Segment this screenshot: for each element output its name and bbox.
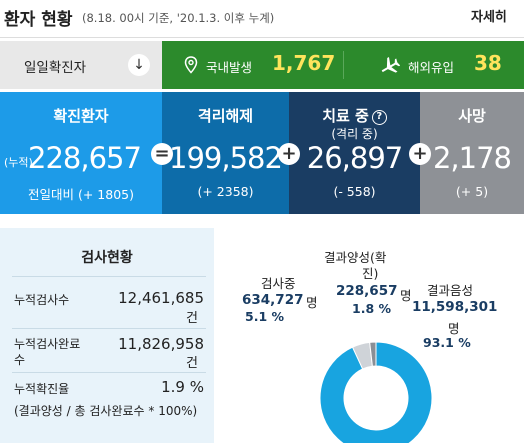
released-title: 격리해제: [197, 107, 254, 125]
treatment-subtitle: (격리 중): [331, 127, 378, 141]
pie-testing-label: 검사중: [261, 276, 296, 291]
pie-testing-value: 634,727: [242, 292, 304, 308]
deaths-delta: (+ 5): [455, 184, 489, 199]
daily-label: 일일확진자: [24, 60, 87, 76]
pie-positive-label-1: 결과양성(확: [324, 250, 387, 265]
total-tests-unit: 건: [186, 311, 198, 326]
completed-tests-value: 11,826,958: [118, 335, 204, 353]
positive-rate-label: 누적확진율: [14, 382, 70, 396]
confirmed-title: 확진환자: [53, 107, 109, 125]
page-header: 환자 현황 (8.18. 00시 기준, '20.1.3. 이후 누계) 자세히: [0, 0, 524, 38]
help-icon[interactable]: ?: [371, 110, 387, 125]
released-value: 199,582: [169, 141, 283, 175]
total-tests-label: 누적검사수: [14, 293, 70, 307]
completed-tests-label-2: 수: [14, 353, 26, 367]
confirmed-box: 확진환자 (누적) 228,657 전일대비 (+ 1805): [0, 92, 162, 214]
page-title: 환자 현황: [4, 10, 73, 30]
confirmed-delta: 전일대비 (+ 1805): [28, 187, 134, 202]
divider: [343, 51, 344, 79]
equals-icon: =: [151, 143, 173, 165]
pie-negative-label: 결과음성: [427, 283, 474, 298]
pie-negative-value: 11,598,301: [412, 299, 498, 315]
positive-rate-note: (결과양성 / 총 검사완료수 * 100%): [14, 404, 198, 418]
more-link[interactable]: 자세히: [471, 10, 507, 25]
divider: [12, 372, 206, 373]
pie-positive-value: 228,657: [336, 283, 398, 299]
donut-chart: [319, 341, 433, 443]
treatment-title: 치료 중?: [289, 105, 420, 126]
pie-positive-unit: 명: [400, 288, 412, 303]
abroad-value: 38: [474, 51, 502, 75]
location-pin-icon: [184, 56, 198, 74]
confirmed-prefix: (누적): [4, 156, 33, 169]
pie-testing-unit: 명: [306, 295, 318, 310]
positive-rate-value: 1.9 %: [161, 378, 204, 396]
cumulative-stats: 확진환자 (누적) 228,657 전일대비 (+ 1805) 격리해제 199…: [0, 92, 524, 214]
treatment-title-text: 치료 중: [322, 107, 369, 125]
deaths-value: 2,178: [432, 141, 512, 175]
page-subtitle: (8.18. 00시 기준, '20.1.3. 이후 누계): [82, 11, 275, 25]
pie-negative-pct: 93.1 %: [423, 335, 471, 350]
deaths-title: 사망: [458, 107, 486, 125]
domestic-label: 국내발생: [206, 60, 253, 75]
abroad-label: 해외유입: [408, 60, 455, 75]
daily-breakdown: 국내발생 1,767 해외유입 38: [162, 41, 524, 89]
divider: [12, 328, 206, 329]
test-result-chart: 검사중 634,727 명 5.1 % 결과양성(확 진) 228,657 명 …: [222, 228, 524, 443]
divider: [12, 276, 206, 277]
test-status-panel: 검사현황 누적검사수 12,461,685 건 누적검사완료 수 11,826,…: [0, 228, 214, 443]
donut-slice-negative: [319, 341, 433, 443]
released-box: 격리해제 199,582 (+ 2358): [162, 92, 289, 214]
domestic-value: 1,767: [272, 51, 336, 75]
treatment-value: 26,897: [306, 141, 403, 175]
pie-negative-unit: 명: [448, 321, 460, 336]
pie-positive-pct: 1.8 %: [352, 301, 392, 316]
confirmed-value: 228,657: [28, 141, 142, 175]
treatment-box: 치료 중? (격리 중) 26,897 (- 558): [289, 92, 420, 214]
completed-tests-label-1: 누적검사완료: [14, 337, 81, 351]
pie-testing-pct: 5.1 %: [245, 309, 285, 324]
completed-tests-unit: 건: [186, 356, 198, 371]
plus-icon: +: [278, 143, 300, 165]
deaths-box: 사망 2,178 (+ 5): [420, 92, 524, 214]
total-tests-value: 12,461,685: [118, 289, 204, 307]
arrow-down-icon[interactable]: ↓: [128, 54, 150, 76]
plus-icon: +: [409, 143, 431, 165]
daily-toggle[interactable]: 일일확진자 ↓: [0, 41, 162, 89]
daily-confirmed-row: 일일확진자 ↓ 국내발생 1,767 해외유입 38: [0, 41, 524, 89]
test-status-title: 검사현황: [81, 250, 133, 266]
treatment-delta: (- 558): [333, 184, 376, 199]
pie-positive-label-2: 진): [362, 266, 379, 281]
airplane-icon: [381, 56, 400, 73]
released-delta: (+ 2358): [197, 184, 254, 199]
